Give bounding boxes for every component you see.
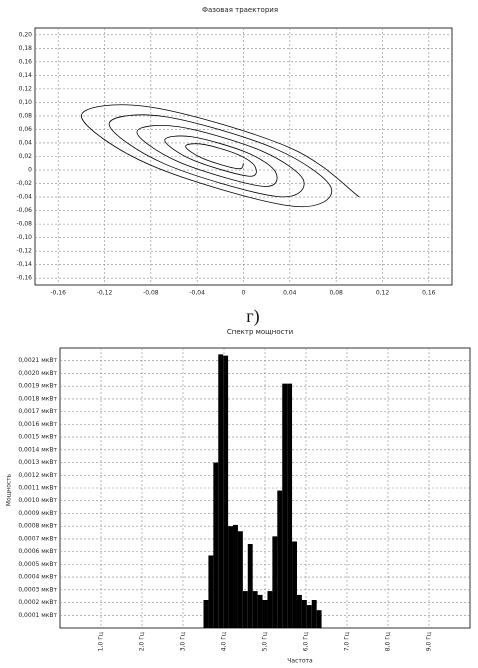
y-tick-label: 0,08 xyxy=(19,112,33,119)
bar xyxy=(237,531,243,628)
y-tick-label: 0,0007 мкВт xyxy=(18,535,57,542)
y-tick-label: 0,0002 мкВт xyxy=(18,599,57,606)
bar xyxy=(233,524,238,628)
x-tick-label: 3,0 Гц xyxy=(180,632,187,651)
y-tick-label: 0,06 xyxy=(19,126,33,133)
y-tick-label: 0,0021 мкВт xyxy=(18,357,57,364)
y-tick-label: 0,0010 мкВт xyxy=(18,497,57,504)
y-tick-label: 0,16 xyxy=(19,58,33,65)
y-tick-label: 0,20 xyxy=(19,31,33,38)
x-tick-label: 9,0 Гц xyxy=(426,632,433,651)
y-tick-label: 0,10 xyxy=(19,99,33,106)
bar xyxy=(287,383,293,628)
x-tick-label: 0 xyxy=(242,290,246,297)
x-tick-label: -0,04 xyxy=(189,290,205,297)
x-tick-label: -0,08 xyxy=(143,290,159,297)
x-tick-label: -0,16 xyxy=(50,290,66,297)
bar xyxy=(272,536,278,628)
y-tick-label: 0,0009 мкВт xyxy=(18,510,57,517)
y-tick-label: 0,04 xyxy=(19,139,33,146)
y-tick-label: 0,0020 мкВт xyxy=(18,370,57,377)
bar xyxy=(316,610,322,628)
y-tick-label: 0,02 xyxy=(19,153,33,160)
y-tick-label: -0,14 xyxy=(16,261,32,268)
y-tick-label: 0,0013 мкВт xyxy=(18,459,57,466)
y-tick-label: 0 xyxy=(28,167,32,174)
chart-title: Спектр мощности xyxy=(227,328,293,336)
x-tick-label: 2,0 Гц xyxy=(139,632,146,651)
y-tick-label: 0,12 xyxy=(19,85,33,92)
y-tick-label: 0,0004 мкВт xyxy=(18,574,57,581)
x-tick-label: 1,0 Гц xyxy=(98,632,105,651)
x-tick-label: 6,0 Гц xyxy=(303,632,310,651)
bar xyxy=(282,383,288,628)
y-tick-label: 0,0008 мкВт xyxy=(18,523,57,530)
y-tick-label: -0,04 xyxy=(16,194,32,201)
trajectory xyxy=(80,104,360,208)
bar xyxy=(203,600,209,628)
bar xyxy=(267,591,273,628)
y-axis-label: Мощность xyxy=(6,473,13,506)
chart-title: Фазовая траектория xyxy=(202,6,278,14)
bar xyxy=(223,355,229,628)
bar xyxy=(213,462,219,628)
bar xyxy=(311,600,317,628)
panel-label: г) xyxy=(246,306,259,327)
x-tick-label: 5,0 Гц xyxy=(262,632,269,651)
x-tick-label: 0,12 xyxy=(376,290,390,297)
bar xyxy=(252,591,258,628)
bar xyxy=(228,526,234,628)
y-tick-label: 0,0006 мкВт xyxy=(18,548,57,555)
bar xyxy=(306,605,312,628)
y-tick-label: 0,18 xyxy=(19,45,33,52)
x-tick-label: 0,16 xyxy=(422,290,436,297)
y-tick-label: 0,14 xyxy=(19,72,33,79)
y-tick-label: 0,0019 мкВт xyxy=(18,383,57,390)
y-tick-label: 0,0001 мкВт xyxy=(18,612,57,619)
bar xyxy=(301,600,307,628)
bar xyxy=(247,544,253,628)
y-tick-label: -0,02 xyxy=(16,180,32,187)
bar xyxy=(257,594,263,628)
y-tick-label: 0,0016 мкВт xyxy=(18,421,57,428)
y-tick-label: 0,0011 мкВт xyxy=(18,485,57,492)
y-tick-label: 0,0018 мкВт xyxy=(18,395,57,402)
bar xyxy=(277,490,283,628)
y-tick-label: 0,0003 мкВт xyxy=(18,586,57,593)
y-tick-label: 0,0012 мкВт xyxy=(18,472,57,479)
x-tick-label: -0,12 xyxy=(97,290,113,297)
x-tick-label: 0,04 xyxy=(283,290,297,297)
x-tick-label: 7,0 Гц xyxy=(344,632,351,651)
x-tick-label: 4,0 Гц xyxy=(221,632,228,651)
y-tick-label: -0,08 xyxy=(16,221,32,228)
y-tick-label: -0,12 xyxy=(16,248,32,255)
bar xyxy=(296,594,302,628)
y-tick-label: 0,0005 мкВт xyxy=(18,561,57,568)
bar xyxy=(262,600,268,628)
bar xyxy=(292,541,297,628)
y-tick-label: -0,06 xyxy=(16,207,32,214)
x-axis-label: Частота xyxy=(287,658,313,665)
bar xyxy=(208,555,214,628)
y-tick-label: 0,0014 мкВт xyxy=(18,446,57,453)
y-tick-label: -0,10 xyxy=(16,234,32,241)
y-tick-label: 0,0015 мкВт xyxy=(18,434,57,441)
y-tick-label: 0,0017 мкВт xyxy=(18,408,57,415)
bar xyxy=(218,354,224,628)
bar xyxy=(242,591,248,628)
x-tick-label: 8,0 Гц xyxy=(385,632,392,651)
x-tick-label: 0,08 xyxy=(329,290,343,297)
y-tick-label: -0,16 xyxy=(16,275,32,282)
